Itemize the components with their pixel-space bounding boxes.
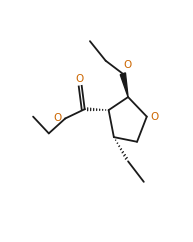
Polygon shape <box>120 73 128 97</box>
Text: O: O <box>124 60 132 70</box>
Text: O: O <box>75 74 83 84</box>
Text: O: O <box>54 113 62 122</box>
Text: O: O <box>150 112 158 122</box>
